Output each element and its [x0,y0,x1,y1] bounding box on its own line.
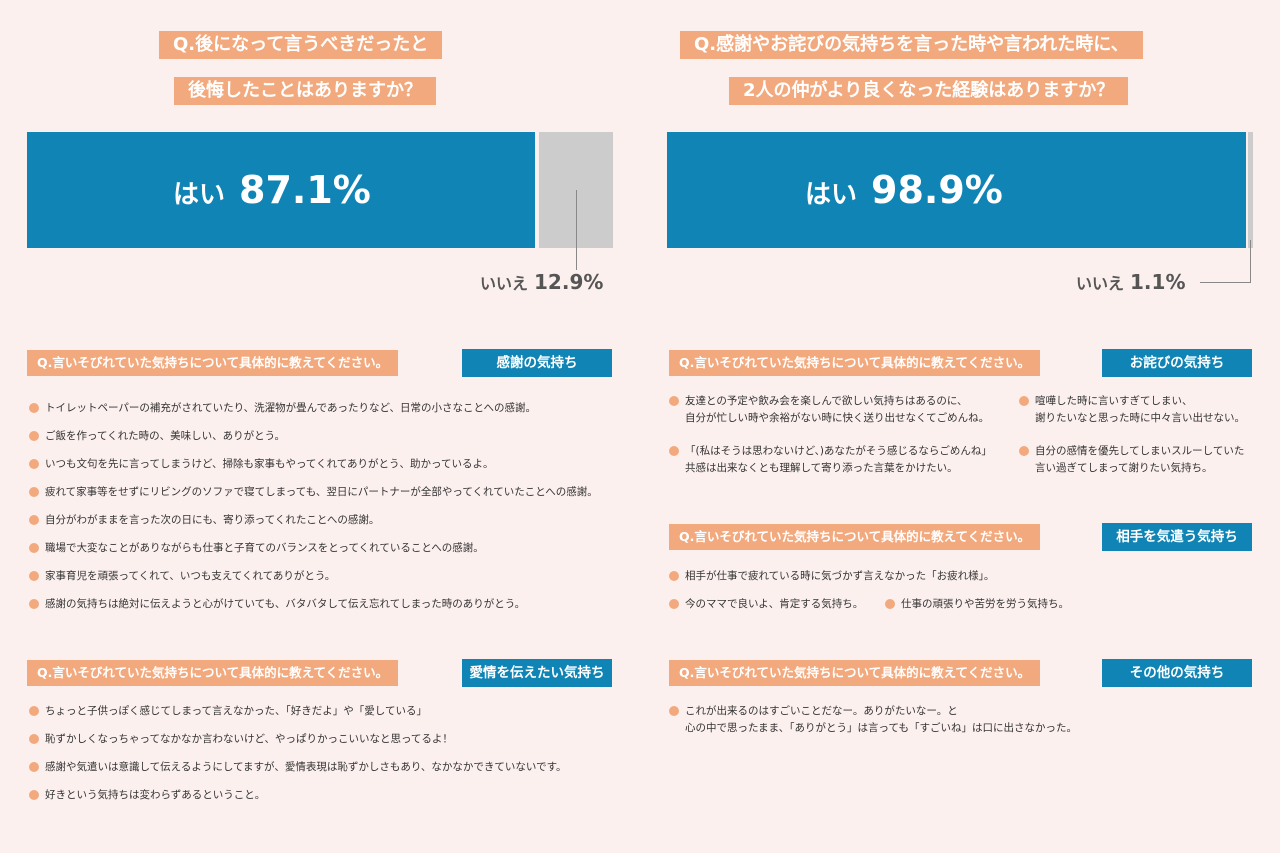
list-item: トイレットペーパーの補充がされていたり、洗濯物が畳んであったりなど、日常の小さな… [29,400,536,417]
category-badge-other: その他の気持ち [1102,659,1252,687]
list-item: 仕事の頑張りや苦労を労う気持ち。 [885,596,1069,613]
left-no-word: いいえ [480,274,529,293]
left-bar-yes-segment [27,132,536,248]
bullet-dot [29,706,39,716]
right-stacked-bar: はい 98.9% [667,132,1253,248]
section-question: Q.言いそびれていた気持ちについて具体的に教えてください。 [669,350,1041,376]
list-item: 今のママで良いよ、肯定する気持ち。 [669,596,863,613]
left-yes-label: はい 87.1% [173,132,371,248]
left-question-line-2: 後悔したことはありますか？ [174,77,436,105]
list-item: 疲れて家事等をせずにリビングのソファで寝てしまっても、翌日にパートナーが全部やっ… [29,484,598,501]
bullet-dot [29,459,39,469]
bullet-dot [1019,446,1029,456]
section-question: Q.言いそびれていた気持ちについて具体的に教えてください。 [27,350,399,376]
list-item: 自分の感情を優先してしまいスルーしていた 言い過ぎてしまって謝りたい気持ち。 [1019,443,1244,477]
bullet-dot [29,734,39,744]
bullet-dot [29,599,39,609]
bullet-dot [29,543,39,553]
bullet-dot [29,431,39,441]
bullet-dot [885,599,895,609]
list-item: 「(私はそうは思わないけど、)あなたがそう感じるならごめんね」 共感は出来なくとも… [669,443,992,477]
right-bar-yes-segment [667,132,1246,248]
bullet-dot [29,403,39,413]
bullet-dot [669,571,679,581]
right-yes-word: はい [805,180,858,210]
left-no-leader-line [576,190,577,270]
bullet-dot [29,762,39,772]
list-item: いつも文句を先に言ってしまうけど、掃除も家事もやってくれてありがとう、助かってい… [29,456,493,473]
bullet-dot [669,706,679,716]
list-item: 喧嘩した時に言いすぎてしまい、 謝りたいなと思った時に中々言い出せない。 [1019,393,1245,427]
right-yes-value: 98.9% [871,168,1003,212]
category-badge-gratitude: 感謝の気持ち [462,349,612,377]
section-question: Q.言いそびれていた気持ちについて具体的に教えてください。 [669,660,1041,686]
left-yes-value: 87.1% [239,168,371,212]
list-item: ご飯を作ってくれた時の、美味しい、ありがとう。 [29,428,285,445]
bullet-dot [1019,396,1029,406]
category-badge-love: 愛情を伝えたい気持ち [462,659,612,687]
bullet-dot [29,487,39,497]
list-item: これが出来るのはすごいことだなー。ありがたいなー。と 心の中で思ったまま、「ありが… [669,703,1077,737]
bullet-dot [29,790,39,800]
category-badge-consideration: 相手を気遣う気持ち [1102,523,1252,551]
right-yes-label: はい 98.9% [805,132,1003,248]
right-question-line-2: 2人の仲がより良くなった経験はありますか？ [729,77,1129,105]
left-question-line-1: Q.後になって言うべきだったと [159,31,443,59]
right-no-label: いいえ 1.1% [1076,270,1185,294]
right-bar-no-segment [1247,132,1253,248]
list-item: 相手が仕事で疲れている時に気づかず言えなかった「お疲れ様」。 [669,568,994,585]
list-item: 家事育児を頑張ってくれて、いつも支えてくれてありがとう。 [29,568,335,585]
list-item: 感謝の気持ちは絶対に伝えようと心がけていても、バタバタして伝え忘れてしまった時の… [29,596,525,613]
right-no-word: いいえ [1076,274,1125,293]
list-item: 感謝や気遣いは意識して伝えるようにしてますが、愛情表現は恥ずかしさもあり、なかな… [29,759,567,776]
right-no-leader-vertical [1250,240,1251,283]
list-item: 職場で大変なことがありながらも仕事と子育てのバランスをとってくれていることへの感… [29,540,484,557]
section-question: Q.言いそびれていた気持ちについて具体的に教えてください。 [27,660,399,686]
right-no-value: 1.1% [1130,270,1186,294]
list-item: 好きという気持ちは変わらずあるということ。 [29,787,265,804]
bullet-dot [669,446,679,456]
list-item: 恥ずかしくなっちゃってなかなか言わないけど、やっぱりかっこいいなと思ってるよ！ [29,731,453,748]
bullet-dot [669,396,679,406]
left-yes-word: はい [173,180,226,210]
category-badge-apology: お詫びの気持ち [1102,349,1252,377]
left-stacked-bar: はい 87.1% [27,132,613,248]
bullet-dot [29,571,39,581]
bullet-dot [29,515,39,525]
list-item: ちょっと子供っぽく感じてしまって言えなかった、「好きだよ」や「愛している」 [29,703,427,720]
right-question-line-1: Q.感謝やお詫びの気持ちを言った時や言われた時に、 [680,31,1143,59]
list-item: 友達との予定や飲み会を楽しんで欲しい気持ちはあるのに、 自分が忙しい時や余裕がない… [669,393,989,427]
list-item: 自分がわがままを言った次の日にも、寄り添ってくれたことへの感謝。 [29,512,379,529]
section-question: Q.言いそびれていた気持ちについて具体的に教えてください。 [669,524,1041,550]
right-no-leader-horizontal [1200,282,1251,283]
left-no-label: いいえ 12.9% [480,270,603,294]
left-no-value: 12.9% [534,270,604,294]
bullet-dot [669,599,679,609]
